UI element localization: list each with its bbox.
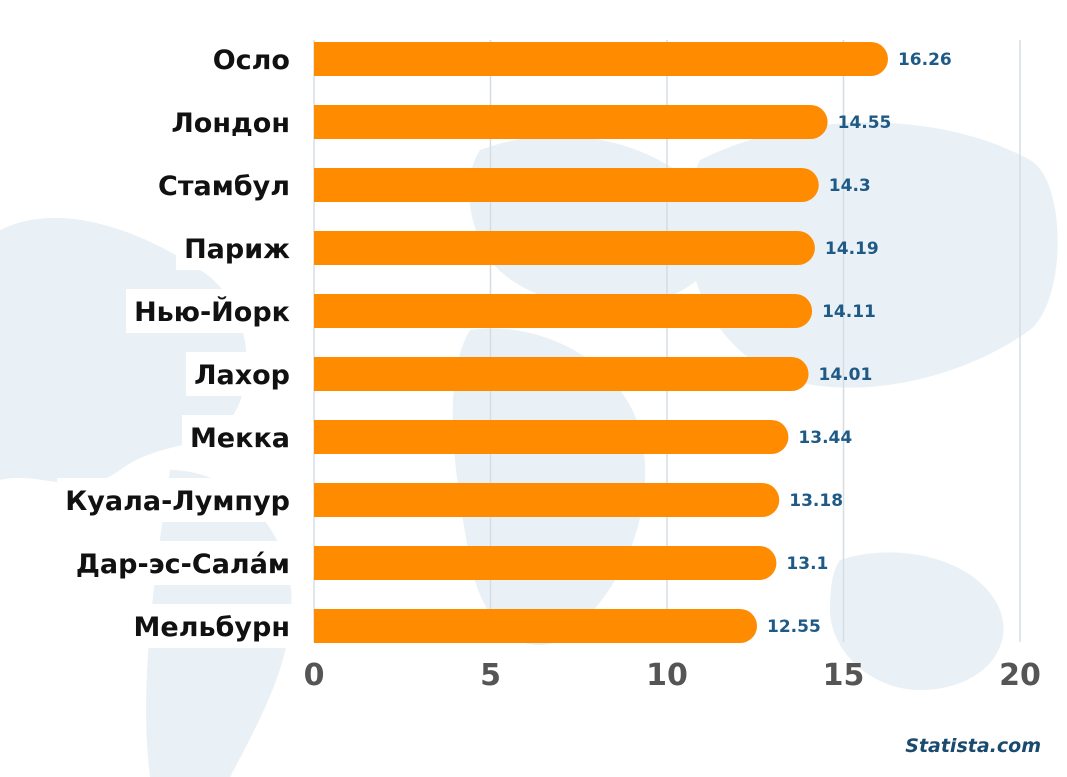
category-label: Дар-эс-Сала́м — [76, 549, 290, 580]
value-labels: 16.26 14.55 14.3 14.19 14.11 14.01 13.44 13.18 1… — [767, 50, 952, 637]
category-label-group: Лахор — [186, 352, 296, 396]
value-label: 14.19 — [825, 239, 879, 259]
category-label-background — [57, 478, 296, 522]
category-label-group: Мельбурн — [125, 604, 296, 648]
category-label-group: Мекка — [181, 415, 296, 459]
category-label-group: Нью-Йорк — [126, 289, 296, 333]
x-tick-label: 20 — [999, 658, 1041, 693]
gridlines — [313, 40, 1021, 642]
category-label-background — [163, 100, 296, 144]
category-label-group: Осло — [204, 37, 296, 81]
value-label: 14.01 — [819, 365, 873, 385]
bar — [314, 294, 813, 328]
bar — [314, 483, 780, 517]
bar — [314, 546, 777, 580]
category-label: Нью-Йорк — [134, 296, 290, 328]
bar — [314, 609, 758, 643]
category-label-background — [67, 541, 296, 585]
category-label-background — [125, 604, 296, 648]
x-tick-label: 0 — [304, 658, 325, 693]
x-tick-label: 15 — [823, 658, 865, 693]
category-label: Мекка — [190, 423, 290, 454]
category-label-background — [181, 415, 296, 459]
value-label: 14.3 — [829, 176, 871, 196]
category-label: Стамбул — [158, 171, 290, 202]
value-label: 13.1 — [786, 554, 828, 574]
bar — [314, 105, 828, 139]
category-label-background — [204, 37, 296, 81]
category-label: Лондон — [171, 108, 290, 139]
bar — [314, 42, 888, 76]
category-label: Куала-Лумпур — [65, 486, 290, 517]
category-label-background — [186, 352, 296, 396]
category-label-background — [150, 163, 296, 207]
value-label: 16.26 — [898, 50, 952, 70]
bar — [314, 231, 815, 265]
source-label[interactable]: Statista.com — [905, 735, 1041, 757]
bars — [314, 42, 888, 643]
value-label: 14.11 — [822, 302, 876, 322]
value-label: 12.55 — [767, 617, 821, 637]
category-label-group: Куала-Лумпур — [57, 478, 296, 522]
bar — [314, 420, 789, 454]
category-label: Мельбурн — [134, 612, 290, 643]
category-label-background — [126, 289, 296, 333]
category-label-group: Париж — [176, 226, 297, 270]
bar — [314, 168, 819, 202]
value-label: 14.55 — [838, 113, 892, 133]
category-label-group: Дар-эс-Сала́м — [67, 541, 296, 585]
x-axis-ticks: 0 5 10 15 20 — [304, 658, 1041, 693]
x-tick-label: 10 — [646, 658, 688, 693]
value-label: 13.18 — [789, 491, 843, 511]
value-label: 13.44 — [798, 428, 852, 448]
category-label: Лахор — [194, 360, 290, 391]
category-label: Париж — [184, 234, 290, 265]
x-tick-label: 5 — [480, 658, 501, 693]
category-label-background — [176, 226, 297, 270]
bar — [314, 357, 809, 391]
category-label: Осло — [213, 45, 290, 76]
category-label-group: Стамбул — [150, 163, 296, 207]
category-labels: Осло Лондон Стамбул Париж Нью-Йорк Лахор Мекка… — [57, 37, 297, 648]
category-label-group: Лондон — [163, 100, 296, 144]
